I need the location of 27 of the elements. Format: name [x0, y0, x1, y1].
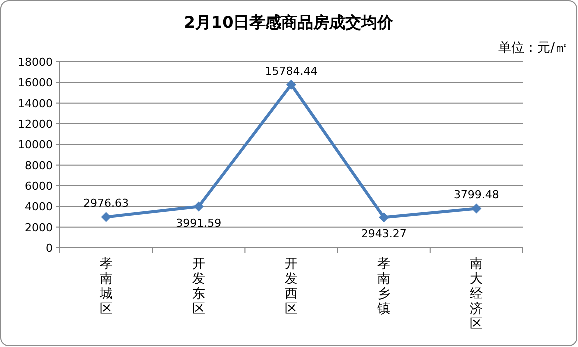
y-tick-label: 14000 [18, 97, 53, 110]
y-tick-label: 8000 [25, 159, 53, 172]
y-tick-label: 12000 [18, 118, 53, 131]
y-tick-label: 0 [46, 242, 53, 255]
point [379, 212, 390, 223]
data-label: 3991.59 [176, 216, 222, 230]
point [194, 202, 204, 212]
data-label: 3799.48 [454, 188, 500, 202]
x-tick-label: 孝南乡镇 [376, 257, 391, 317]
y-tick-label: 18000 [18, 56, 53, 69]
data-label: 2943.27 [361, 228, 407, 241]
point [286, 80, 296, 90]
x-tick-label: 开发东区 [192, 257, 206, 317]
data-label: 2976.63 [84, 197, 130, 210]
y-tick-label: 10000 [18, 138, 53, 152]
y-tick-label: 4000 [25, 200, 53, 214]
x-tick-label: 孝南城区 [98, 257, 113, 317]
point [101, 212, 112, 222]
x-tick-label: 南大经济区 [470, 257, 484, 332]
chart-title: 2月10日孝感商品房成交均价 [184, 13, 395, 32]
y-tick-label: 16000 [18, 76, 53, 90]
y-tick-label: 6000 [25, 180, 53, 193]
x-tick-label: 开发西区 [285, 257, 298, 317]
data-label: 15784.44 [265, 64, 318, 78]
point [472, 204, 482, 214]
text: 单位：元/㎡ [498, 41, 568, 56]
y-tick-label: 2000 [25, 221, 53, 234]
